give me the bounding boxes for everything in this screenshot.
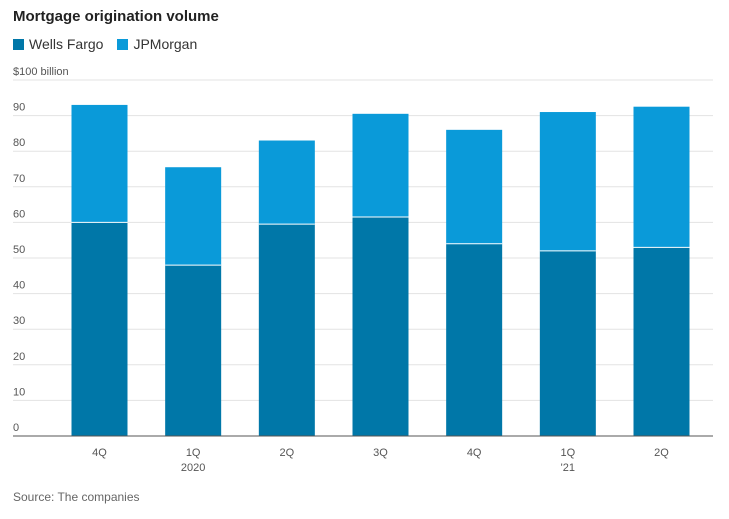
bar-wells-fargo-3	[352, 217, 409, 436]
y-tick-label-70: 70	[13, 173, 25, 185]
x-tick-sublabel-5: '21	[561, 462, 575, 474]
legend-item-wells-fargo: Wells Fargo	[13, 36, 103, 52]
x-tick-label-5: 1Q	[560, 447, 575, 459]
bar-jpmorgan-6	[633, 106, 690, 248]
legend-label-wells-fargo: Wells Fargo	[29, 36, 104, 52]
x-tick-label-6: 2Q	[654, 447, 669, 459]
y-tick-label-30: 30	[13, 315, 25, 327]
bar-wells-fargo-4	[446, 243, 503, 436]
y-tick-label-10: 10	[13, 386, 25, 398]
x-tick-label-3: 3Q	[373, 447, 388, 459]
bar-jpmorgan-2	[258, 140, 315, 225]
bar-jpmorgan-5	[539, 112, 596, 251]
chart-title: Mortgage origination volume	[13, 8, 219, 25]
bar-jpmorgan-4	[446, 129, 503, 244]
x-tick-label-2: 2Q	[279, 447, 294, 459]
bar-wells-fargo-6	[633, 247, 690, 436]
bar-jpmorgan-3	[352, 113, 409, 218]
x-tick-label-4: 4Q	[467, 447, 482, 459]
bar-wells-fargo-5	[539, 250, 596, 436]
y-tick-label-90: 90	[13, 102, 25, 114]
bar-jpmorgan-1	[165, 167, 222, 266]
legend: Wells Fargo JPMorgan	[13, 36, 197, 52]
x-tick-label-0: 4Q	[92, 447, 107, 459]
bar-wells-fargo-0	[71, 222, 128, 436]
bar-wells-fargo-1	[165, 265, 222, 436]
legend-label-jpmorgan: JPMorgan	[133, 36, 198, 52]
bar-wells-fargo-2	[258, 224, 315, 436]
y-tick-label-60: 60	[13, 208, 25, 220]
y-tick-label-50: 50	[13, 244, 25, 256]
x-tick-label-1: 1Q	[186, 447, 201, 459]
legend-swatch-jpmorgan	[117, 38, 129, 50]
y-tick-label-40: 40	[13, 280, 25, 292]
y-tick-label-80: 80	[13, 137, 25, 149]
y-tick-label-100: $100 billion	[13, 66, 69, 78]
source-note: Source: The companies	[13, 490, 140, 504]
y-tick-label-0: 0	[13, 422, 19, 434]
bar-jpmorgan-0	[71, 104, 128, 223]
legend-swatch-wells-fargo	[13, 38, 24, 50]
legend-item-jpmorgan: JPMorgan	[117, 36, 197, 52]
y-tick-label-20: 20	[13, 351, 25, 363]
x-tick-sublabel-1: 2020	[181, 462, 205, 474]
